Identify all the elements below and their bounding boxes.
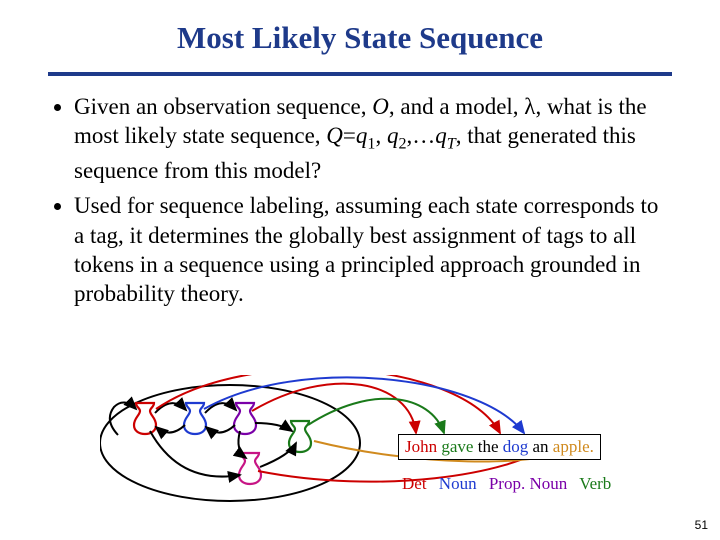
b1-eq: = bbox=[343, 123, 356, 148]
transition-arcs bbox=[110, 402, 296, 476]
b1-sT: T bbox=[447, 136, 456, 153]
urn-purple bbox=[234, 403, 256, 434]
urn-magenta bbox=[239, 453, 261, 484]
bullet-2: Used for sequence labeling, assuming eac… bbox=[74, 191, 664, 309]
word-apple: apple. bbox=[553, 437, 594, 456]
b1-text: Given an observation sequence, bbox=[74, 94, 372, 119]
title-rule bbox=[48, 72, 672, 76]
word-an: an bbox=[533, 437, 549, 456]
tag-propnoun: Prop. Noun bbox=[489, 474, 567, 493]
b1-qT: q bbox=[435, 123, 447, 148]
b1-c1: , bbox=[375, 123, 387, 148]
word-gave: gave bbox=[441, 437, 473, 456]
urn-red bbox=[134, 403, 156, 434]
b1-dots: ,… bbox=[407, 123, 436, 148]
word-the: the bbox=[478, 437, 499, 456]
tag-legend: Det Noun Prop. Noun Verb bbox=[402, 474, 611, 494]
word-john: John bbox=[405, 437, 437, 456]
slide-title: Most Likely State Sequence bbox=[0, 0, 720, 66]
output-arrows bbox=[156, 375, 580, 482]
tag-det: Det bbox=[402, 474, 427, 493]
b1-Q: Q bbox=[326, 123, 343, 148]
b1-q1: q bbox=[356, 123, 368, 148]
word-dog: dog bbox=[503, 437, 529, 456]
sentence-box: John gave the dog an apple. bbox=[398, 434, 601, 460]
urn-blue bbox=[184, 403, 206, 434]
tag-noun: Noun bbox=[439, 474, 477, 493]
b1-O: O bbox=[372, 94, 389, 119]
tag-verb: Verb bbox=[579, 474, 611, 493]
b1-q2: q bbox=[387, 123, 399, 148]
bullet-1: Given an observation sequence, O, and a … bbox=[74, 92, 664, 185]
bullet-list: Given an observation sequence, O, and a … bbox=[0, 92, 720, 309]
slide-number: 51 bbox=[695, 518, 708, 532]
b1-s2: 2 bbox=[398, 136, 406, 153]
